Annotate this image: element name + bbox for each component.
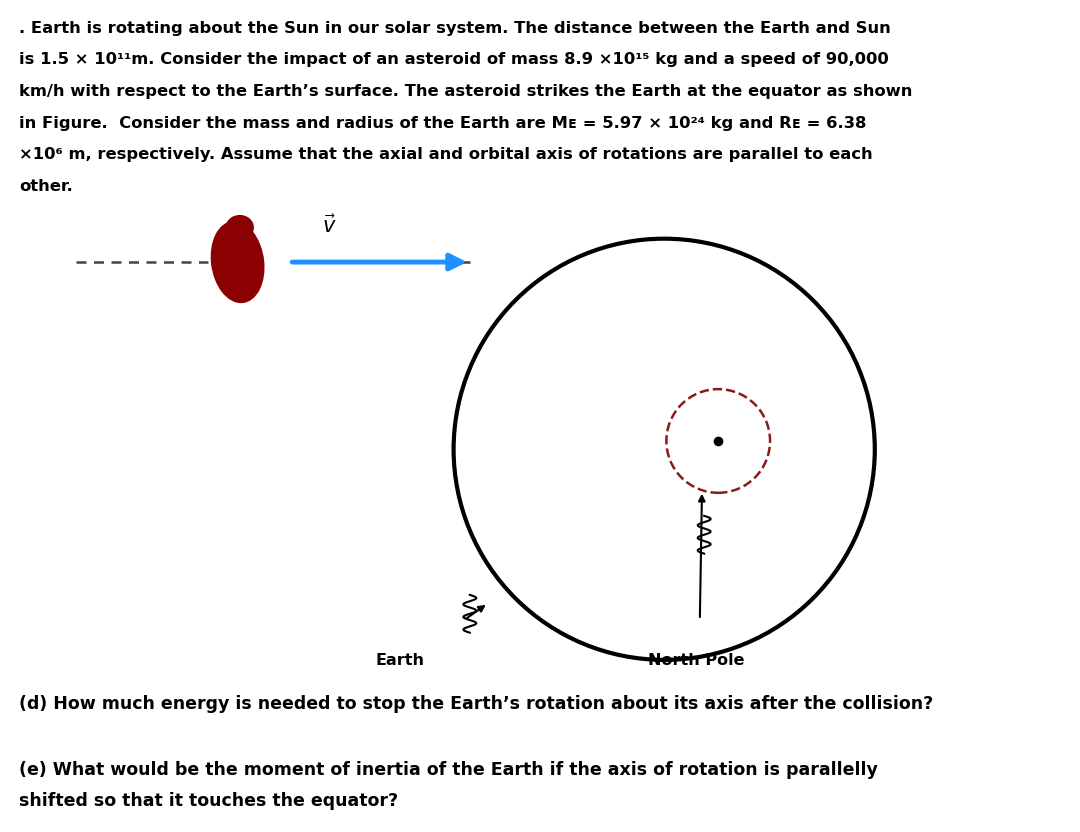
Text: . Earth is rotating about the Sun in our solar system. The distance between the : . Earth is rotating about the Sun in our… [19,21,891,36]
Text: North Pole: North Pole [648,653,745,668]
Text: other.: other. [19,179,73,194]
Text: in Figure.  Consider the mass and radius of the Earth are Mᴇ = 5.97 × 10²⁴ kg an: in Figure. Consider the mass and radius … [19,116,867,131]
Text: (d) How much energy is needed to stop the Earth’s rotation about its axis after : (d) How much energy is needed to stop th… [19,695,934,713]
Text: km/h with respect to the Earth’s surface. The asteroid strikes the Earth at the : km/h with respect to the Earth’s surface… [19,84,913,99]
Text: is 1.5 × 10¹¹m. Consider the impact of an asteroid of mass 8.9 ×10¹⁵ kg and a sp: is 1.5 × 10¹¹m. Consider the impact of a… [19,52,889,67]
Ellipse shape [227,215,253,240]
Text: shifted so that it touches the equator?: shifted so that it touches the equator? [19,792,399,810]
Ellipse shape [212,221,264,303]
Text: (e) What would be the moment of inertia of the Earth if the axis of rotation is : (e) What would be the moment of inertia … [19,761,878,780]
Text: Earth: Earth [375,653,424,668]
Text: ×10⁶ m, respectively. Assume that the axial and orbital axis of rotations are pa: ×10⁶ m, respectively. Assume that the ax… [19,147,873,162]
Text: $\vec{v}$: $\vec{v}$ [322,215,337,237]
